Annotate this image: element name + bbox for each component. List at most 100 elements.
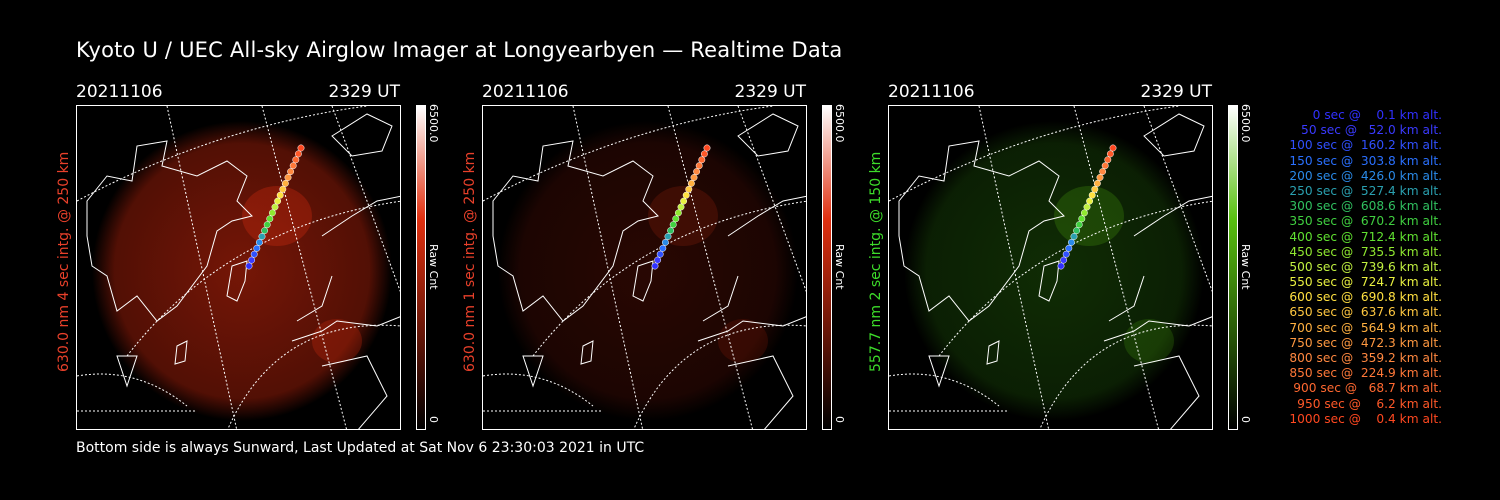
trajectory-point — [1075, 221, 1083, 229]
colorbar-min: 0 — [427, 416, 440, 423]
trajectory-point — [268, 209, 276, 217]
trajectory-point — [700, 150, 708, 158]
trajectory-point — [287, 168, 295, 176]
trajectory-point — [1101, 162, 1109, 170]
panel-date: 20211106 — [482, 82, 569, 102]
colorbar — [1228, 105, 1238, 430]
legend-entry: 100 sec @ 160.2 km alt. — [1285, 138, 1442, 153]
trajectory-point — [289, 162, 297, 170]
trajectory-point — [1086, 197, 1094, 205]
trajectory-point — [281, 179, 289, 187]
legend-entry: 650 sec @ 637.6 km alt. — [1285, 305, 1442, 320]
trajectory-point — [1091, 185, 1099, 193]
wavelength-label: 630.0 nm 4 sec intg. @ 250 km — [56, 151, 72, 372]
legend-entry: 200 sec @ 426.0 km alt. — [1285, 168, 1442, 183]
legend-entry: 900 sec @ 68.7 km alt. — [1289, 381, 1442, 396]
trajectory-point — [274, 197, 282, 205]
legend-entry: 300 sec @ 608.6 km alt. — [1285, 199, 1442, 214]
trajectory-point — [1096, 174, 1104, 181]
legend-entry: 250 sec @ 527.4 km alt. — [1285, 183, 1442, 198]
trajectory-point — [263, 221, 271, 229]
trajectory-point — [1106, 150, 1114, 158]
legend-entry: 150 sec @ 303.8 km alt. — [1285, 153, 1442, 168]
trajectory-point — [1073, 227, 1081, 235]
trajectory-point — [1104, 156, 1112, 164]
allsky-image — [888, 105, 1213, 430]
trajectory-point — [659, 244, 667, 252]
trajectory-point — [695, 162, 703, 170]
trajectory-point — [245, 262, 253, 270]
legend-entry: 700 sec @ 564.9 km alt. — [1285, 320, 1442, 335]
trajectory-point — [664, 233, 672, 240]
page-title: Kyoto U / UEC All-sky Airglow Imager at … — [76, 38, 843, 62]
wavelength-label: 630.0 nm 1 sec intg. @ 250 km — [462, 151, 478, 372]
trajectory-point — [1078, 215, 1086, 223]
colorbar-unit: Raw Cnt — [1239, 244, 1252, 290]
trajectory-point — [248, 256, 256, 264]
legend-entry: 800 sec @ 359.2 km alt. — [1285, 351, 1442, 365]
colorbar-unit: Raw Cnt — [833, 244, 846, 290]
image-panel-3: 20211106 2329 UT 557.7 nm 2 sec intg. @ 15… — [868, 82, 1288, 432]
panel-date: 20211106 — [888, 82, 975, 102]
colorbar-min: 0 — [833, 416, 846, 423]
colorbar — [822, 105, 832, 430]
trajectory-point — [680, 197, 688, 205]
trajectory-point — [703, 144, 711, 152]
colorbar-min: 0 — [1239, 416, 1252, 423]
panel-time: 2329 UT — [1140, 82, 1213, 102]
trajectory-point — [1067, 238, 1075, 246]
trajectory-point — [1060, 256, 1068, 264]
image-panel-2: 20211106 2329 UT 630.0 nm 1 sec intg. @ 25… — [462, 82, 882, 432]
trajectory-point — [258, 233, 266, 240]
trajectory-point — [250, 250, 258, 258]
colorbar — [416, 105, 426, 430]
trajectory-point — [279, 185, 287, 193]
colorbar-max: 6500.0 — [427, 104, 440, 143]
trajectory-point — [1083, 203, 1091, 211]
trajectory-point — [294, 150, 302, 158]
trajectory-point — [1062, 250, 1070, 258]
image-panel-1: 20211106 2329 UT 630.0 nm 4 sec intg. @ 25… — [56, 82, 476, 432]
trajectory-point — [1099, 168, 1107, 176]
panel-time: 2329 UT — [328, 82, 401, 102]
trajectory-point — [253, 244, 261, 252]
trajectory-point — [1109, 144, 1117, 152]
trajectory-point — [651, 262, 659, 270]
trajectory-point — [698, 156, 706, 164]
trajectory-point — [674, 209, 682, 217]
trajectory-point — [667, 227, 675, 235]
legend-entry: 550 sec @ 724.7 km alt. — [1285, 275, 1442, 290]
trajectory-point — [1080, 209, 1088, 217]
trajectory-point — [284, 174, 292, 181]
trajectory-point — [682, 191, 690, 199]
legend-entry: 950 sec @ 6.2 km alt. — [1293, 396, 1442, 411]
panel-date: 20211106 — [76, 82, 163, 102]
trajectory-point — [1070, 233, 1078, 240]
trajectory-point — [669, 221, 677, 229]
panel-time: 2329 UT — [734, 82, 807, 102]
colorbar-max: 6500.0 — [1239, 104, 1252, 143]
legend-entry: 750 sec @ 472.3 km alt. — [1285, 335, 1442, 350]
legend-entry: 500 sec @ 739.6 km alt. — [1285, 259, 1442, 274]
wavelength-label: 557.7 nm 2 sec intg. @ 150 km — [868, 151, 884, 372]
legend-entry: 1000 sec @ 0.4 km alt. — [1289, 411, 1442, 426]
trajectory-point — [672, 215, 680, 223]
trajectory-point — [1065, 244, 1073, 252]
footer-text: Bottom side is always Sunward, Last Upda… — [76, 440, 645, 456]
colorbar-max: 6500.0 — [833, 104, 846, 143]
trajectory-point — [677, 203, 685, 211]
legend-entry: 400 sec @ 712.4 km alt. — [1285, 229, 1442, 244]
legend-entry: 850 sec @ 224.9 km alt. — [1285, 366, 1442, 381]
trajectory-point — [685, 185, 693, 193]
trajectory-point — [255, 238, 263, 246]
trajectory-point — [297, 144, 305, 152]
legend-entry: 50 sec @ 52.0 km alt. — [1293, 123, 1442, 138]
allsky-image — [76, 105, 401, 430]
trajectory-point — [661, 238, 669, 246]
trajectory-point — [271, 203, 279, 211]
trajectory-point — [654, 256, 662, 264]
trajectory-point — [1057, 262, 1065, 270]
legend-entry: 600 sec @ 690.8 km alt. — [1285, 290, 1442, 305]
trajectory-point — [292, 156, 300, 164]
colorbar-unit: Raw Cnt — [427, 244, 440, 290]
